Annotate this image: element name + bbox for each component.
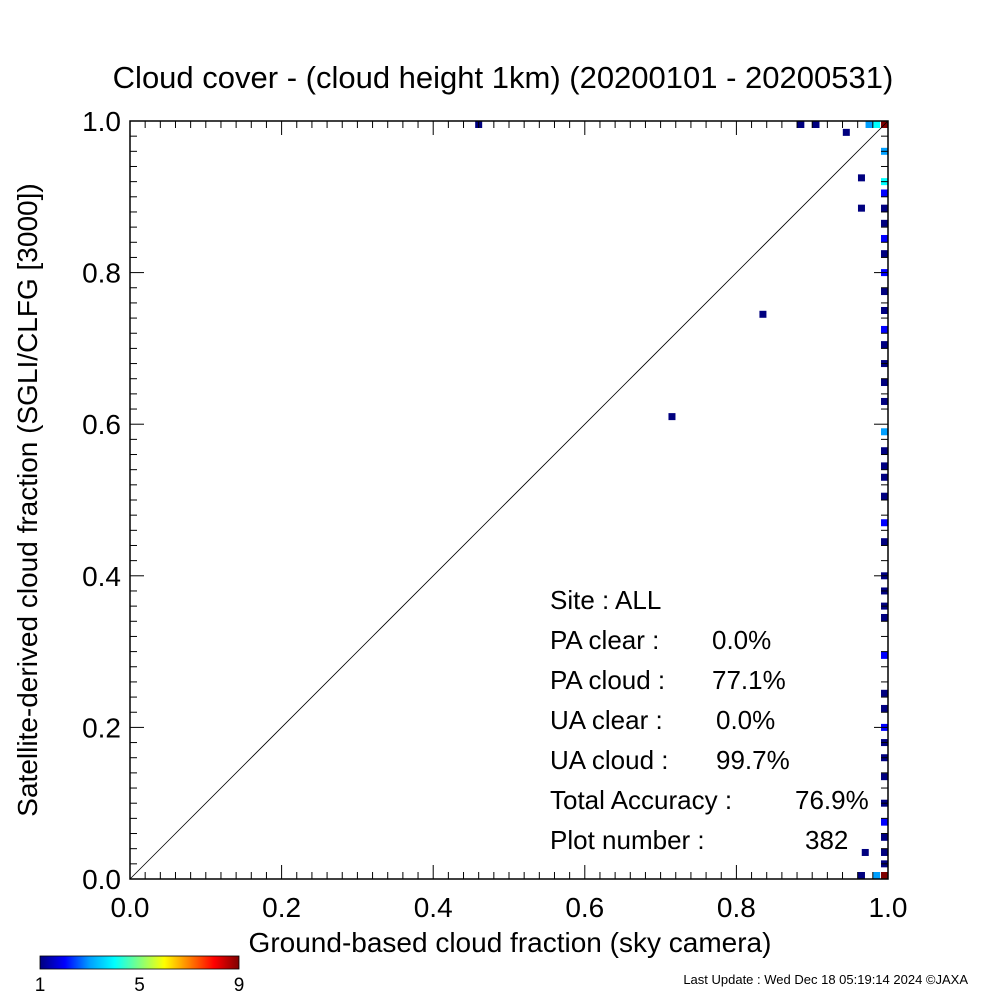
x-tick-label: 0.2	[262, 892, 301, 923]
stat-label: UA cloud :	[550, 745, 669, 775]
data-point	[881, 651, 888, 659]
stat-label: Site : ALL	[550, 585, 661, 615]
data-point	[881, 234, 888, 242]
data-point	[857, 174, 865, 182]
data-point	[881, 492, 888, 500]
y-tick-label: 0.0	[82, 864, 121, 895]
data-point	[881, 872, 888, 879]
data-point	[865, 121, 873, 128]
y-tick-label: 0.8	[82, 258, 121, 289]
data-point	[857, 204, 865, 212]
data-point	[881, 325, 888, 333]
x-tick-label: 0.4	[414, 892, 453, 923]
data-point	[881, 462, 888, 470]
stat-value: 0.0%	[712, 625, 771, 655]
stat-value: 0.0%	[716, 705, 775, 735]
data-point	[881, 848, 888, 856]
y-tick-label: 0.4	[82, 561, 121, 592]
data-point	[812, 121, 820, 128]
colorbar-tick-label: 9	[234, 975, 245, 996]
data-point	[881, 538, 888, 546]
data-point	[881, 397, 888, 405]
data-point	[873, 121, 881, 128]
x-tick-label: 0.6	[565, 892, 604, 923]
data-point	[881, 613, 888, 621]
axis-ticks	[129, 120, 889, 880]
data-point	[759, 310, 767, 318]
data-point	[881, 250, 888, 258]
colorbar: 1 5 9	[35, 955, 245, 996]
x-axis-label: Ground-based cloud fraction (sky camera)	[249, 927, 772, 958]
stat-value: 76.9%	[795, 785, 869, 815]
data-point	[881, 341, 888, 349]
colorbar-tick-label: 1	[35, 975, 46, 996]
data-point	[857, 872, 865, 879]
stat-value: 382	[805, 825, 848, 855]
data-point	[881, 473, 888, 481]
stat-label: Total Accuracy :	[550, 785, 732, 815]
statistics-panel: Site : ALL PA clear : 0.0% PA cloud : 77.1% U…	[550, 585, 869, 855]
data-point	[881, 818, 888, 826]
stat-value: 77.1%	[712, 665, 786, 695]
data-point	[881, 704, 888, 712]
stat-value: 99.7%	[716, 745, 790, 775]
last-update-footer: Last Update : Wed Dec 18 05:19:14 2024 ©…	[683, 972, 968, 987]
x-tick-label: 0.0	[111, 892, 150, 923]
data-points	[475, 121, 888, 879]
data-point	[881, 204, 888, 212]
y-tick-label: 0.2	[82, 712, 121, 743]
stat-label: UA clear :	[550, 705, 663, 735]
colorbar-tick-label: 5	[134, 975, 145, 996]
axis-tick-labels: 0.0 0.2 0.4 0.6 0.8 1.0 0.0 0.2 0.4 0.6 0.8 1.0	[82, 106, 907, 923]
data-point	[881, 773, 888, 781]
data-point	[881, 189, 888, 197]
data-point	[881, 519, 888, 527]
one-to-one-line	[129, 120, 889, 880]
data-point	[668, 413, 676, 421]
chart-title: Cloud cover - (cloud height 1km) (202001…	[113, 60, 894, 95]
data-point	[873, 872, 881, 879]
data-point	[881, 379, 888, 387]
stat-label: Plot number :	[550, 825, 705, 855]
y-tick-label: 0.6	[82, 409, 121, 440]
y-axis-label: Satellite-derived cloud fraction (SGLI/C…	[12, 183, 43, 816]
data-point	[881, 447, 888, 455]
stat-label: PA clear :	[550, 625, 659, 655]
data-point	[881, 689, 888, 697]
data-point	[881, 307, 888, 314]
data-point	[842, 128, 850, 136]
colorbar-gradient	[39, 955, 240, 970]
x-tick-label: 0.8	[717, 892, 756, 923]
x-tick-label: 1.0	[869, 892, 908, 923]
y-tick-label: 1.0	[82, 106, 121, 137]
data-point	[797, 121, 805, 128]
stat-label: PA cloud :	[550, 665, 665, 695]
data-point	[881, 288, 888, 296]
data-point	[861, 848, 869, 856]
data-point	[881, 219, 888, 227]
data-point	[881, 833, 888, 841]
data-point	[881, 428, 888, 436]
